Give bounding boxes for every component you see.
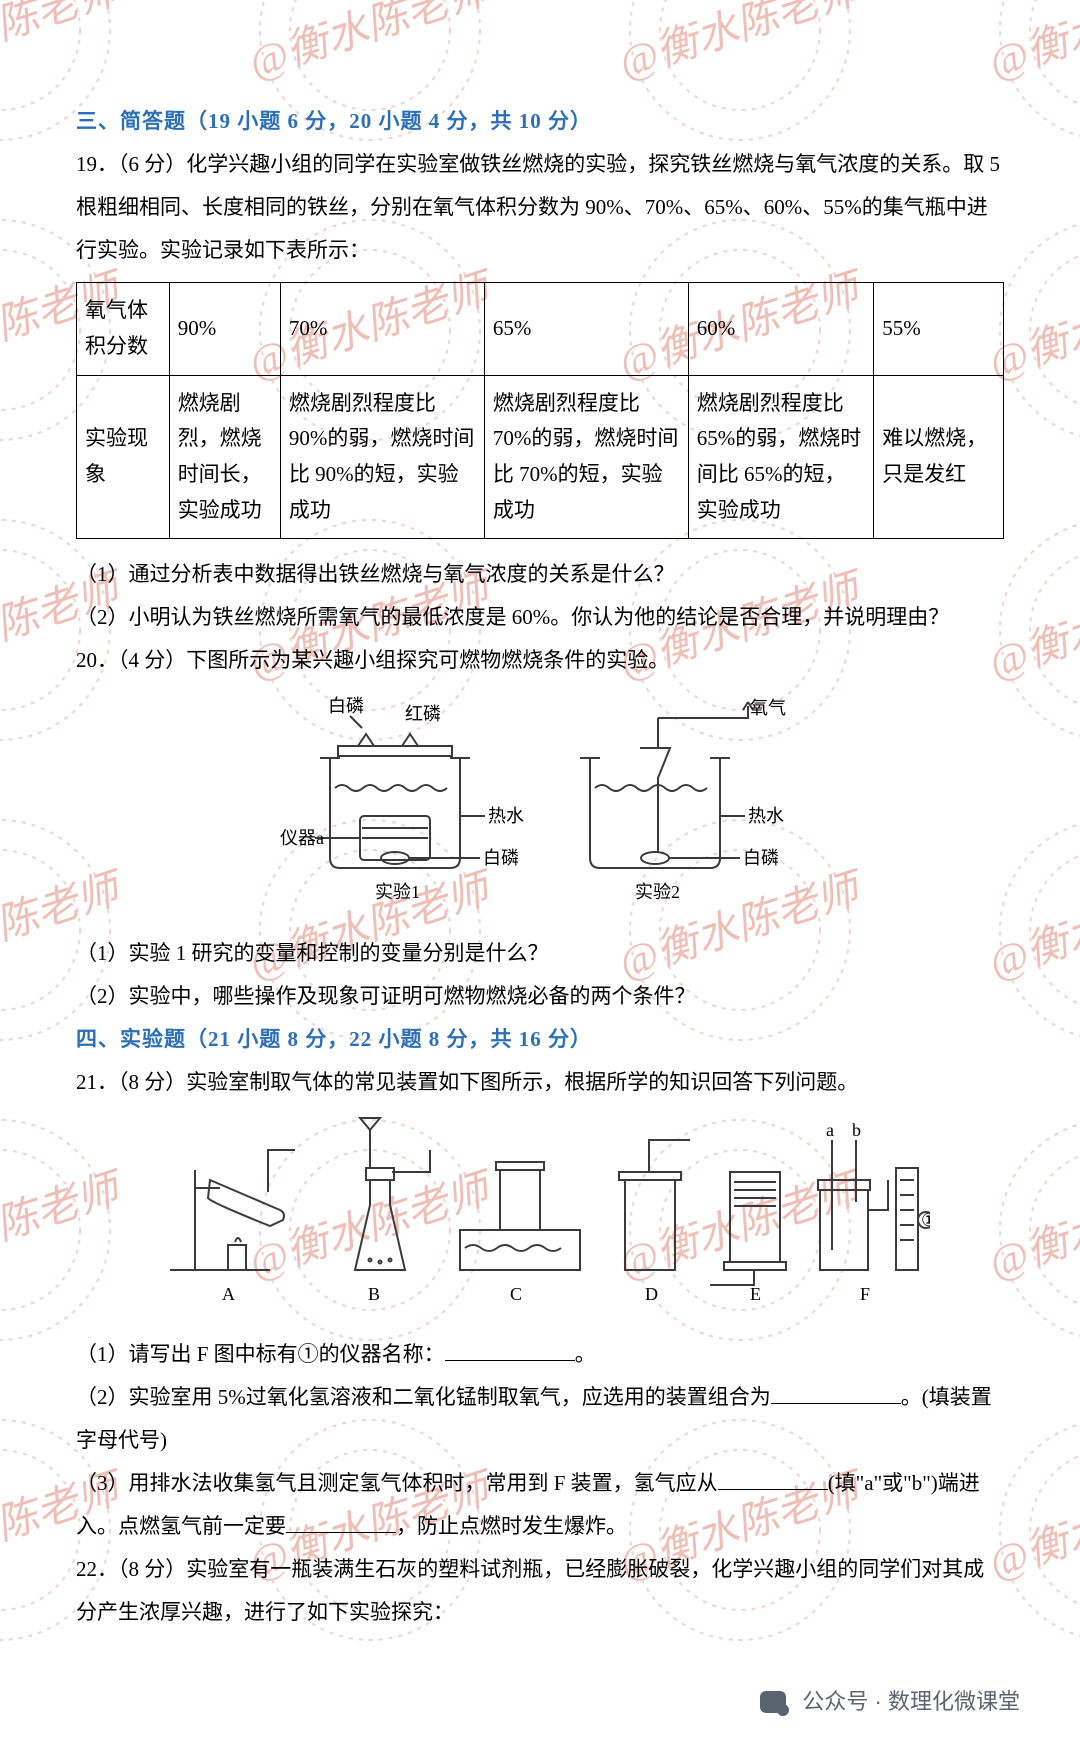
svg-text:实验2: 实验2 [635, 882, 680, 902]
svg-text:D: D [645, 1284, 658, 1304]
table-col-header: 60% [688, 283, 873, 375]
svg-text:①: ① [921, 1210, 930, 1230]
svg-text:白磷: 白磷 [328, 696, 364, 716]
svg-text:热水: 热水 [748, 806, 784, 826]
q21-2-blank[interactable] [771, 1383, 901, 1404]
q19-intro: 19．（6 分）化学兴趣小组的同学在实验室做铁丝燃烧的实验，探究铁丝燃烧与氧气浓… [76, 143, 1004, 272]
section-3-title: 三、简答题（19 小题 6 分，20 小题 4 分，共 10 分） [76, 100, 1004, 143]
q21-3-blank-1[interactable] [718, 1469, 828, 1490]
q20-figure: 白磷 红磷 氧气 热水 热水 白磷 白磷 仪器a 实验1 实验2 [76, 688, 1004, 923]
table-row-header: 氧气体积分数 [77, 283, 170, 375]
svg-text:氧气: 氧气 [750, 698, 786, 718]
table-col-header: 70% [280, 283, 484, 375]
q21-sub3: （3）用排水法收集氢气且测定氢气体积时，常用到 F 装置，氢气应从(填"a"或"… [76, 1462, 1004, 1548]
q21-3-text-a: （3）用排水法收集氢气且测定氢气体积时，常用到 F 装置，氢气应从 [76, 1471, 718, 1495]
svg-text:热水: 热水 [488, 806, 524, 826]
q21-figure: A B C D E F a b ① [76, 1110, 1004, 1325]
svg-text:B: B [368, 1284, 380, 1304]
q19-sub1: （1）通过分析表中数据得出铁丝燃烧与氧气浓度的关系是什么？ [76, 553, 1004, 596]
q21-intro: 21．（8 分）实验室制取气体的常见装置如下图所示，根据所学的知识回答下列问题。 [76, 1061, 1004, 1104]
q20-sub2: （2）实验中，哪些操作及现象可证明可燃物燃烧必备的两个条件？ [76, 975, 1004, 1018]
page-content: 三、简答题（19 小题 6 分，20 小题 4 分，共 10 分） 19．（6 … [0, 0, 1080, 1754]
q20-sub1: （1）实验 1 研究的变量和控制的变量分别是什么？ [76, 932, 1004, 975]
wechat-icon [760, 1691, 786, 1713]
q22-intro: 22．（8 分）实验室有一瓶装满生石灰的塑料试剂瓶，已经膨胀破裂，化学兴趣小组的… [76, 1548, 1004, 1634]
footer-prefix: 公众号 · [802, 1689, 888, 1714]
q21-2-text-a: （2）实验室用 5%过氧化氢溶液和二氧化锰制取氧气，应选用的装置组合为 [76, 1385, 771, 1409]
svg-text:F: F [860, 1284, 870, 1304]
svg-text:仪器a: 仪器a [280, 828, 324, 848]
svg-text:红磷: 红磷 [405, 704, 441, 724]
q21-sub2: （2）实验室用 5%过氧化氢溶液和二氧化锰制取氧气，应选用的装置组合为。(填装置… [76, 1376, 1004, 1462]
svg-text:A: A [222, 1284, 235, 1304]
q21-1-text-b: 。 [575, 1342, 596, 1366]
table-cell: 燃烧剧烈，燃烧时间长，实验成功 [169, 375, 280, 539]
svg-text:白磷: 白磷 [743, 848, 779, 868]
svg-text:白磷: 白磷 [483, 848, 519, 868]
table-col-header: 65% [484, 283, 688, 375]
table-cell: 难以燃烧，只是发红 [874, 375, 1004, 539]
q21-3-text-c: ，防止点燃时发生爆炸。 [396, 1514, 627, 1538]
table-row-header: 实验现象 [77, 375, 170, 539]
q19-sub2: （2）小明认为铁丝燃烧所需氧气的最低浓度是 60%。你认为他的结论是否合理，并说… [76, 596, 1004, 639]
svg-text:b: b [852, 1120, 861, 1140]
q19-table: 氧气体积分数90%70%65%60%55% 实验现象燃烧剧烈，燃烧时间长，实验成功… [76, 282, 1004, 539]
footer-brand: 公众号 · 数理化微课堂 [760, 1684, 1020, 1716]
svg-text:实验1: 实验1 [375, 882, 420, 902]
q21-1-text-a: （1）请写出 F 图中标有①的仪器名称： [76, 1342, 445, 1366]
svg-text:a: a [826, 1120, 834, 1140]
q20-intro: 20．（4 分）下图所示为某兴趣小组探究可燃物燃烧条件的实验。 [76, 639, 1004, 682]
table-col-header: 90% [169, 283, 280, 375]
table-col-header: 55% [874, 283, 1004, 375]
svg-text:C: C [510, 1284, 522, 1304]
table-cell: 燃烧剧烈程度比 90%的弱，燃烧时间比 90%的短，实验成功 [280, 375, 484, 539]
q21-3-blank-2[interactable] [286, 1512, 396, 1533]
svg-text:E: E [750, 1284, 761, 1304]
table-cell: 燃烧剧烈程度比 70%的弱，燃烧时间比 70%的短，实验成功 [484, 375, 688, 539]
q21-1-blank[interactable] [445, 1340, 575, 1361]
table-cell: 燃烧剧烈程度比 65%的弱，燃烧时间比 65%的短，实验成功 [688, 375, 873, 539]
section-4-title: 四、实验题（21 小题 8 分，22 小题 8 分，共 16 分） [76, 1018, 1004, 1061]
q21-sub1: （1）请写出 F 图中标有①的仪器名称： 。 [76, 1333, 1004, 1376]
footer-name: 数理化微课堂 [888, 1689, 1020, 1714]
